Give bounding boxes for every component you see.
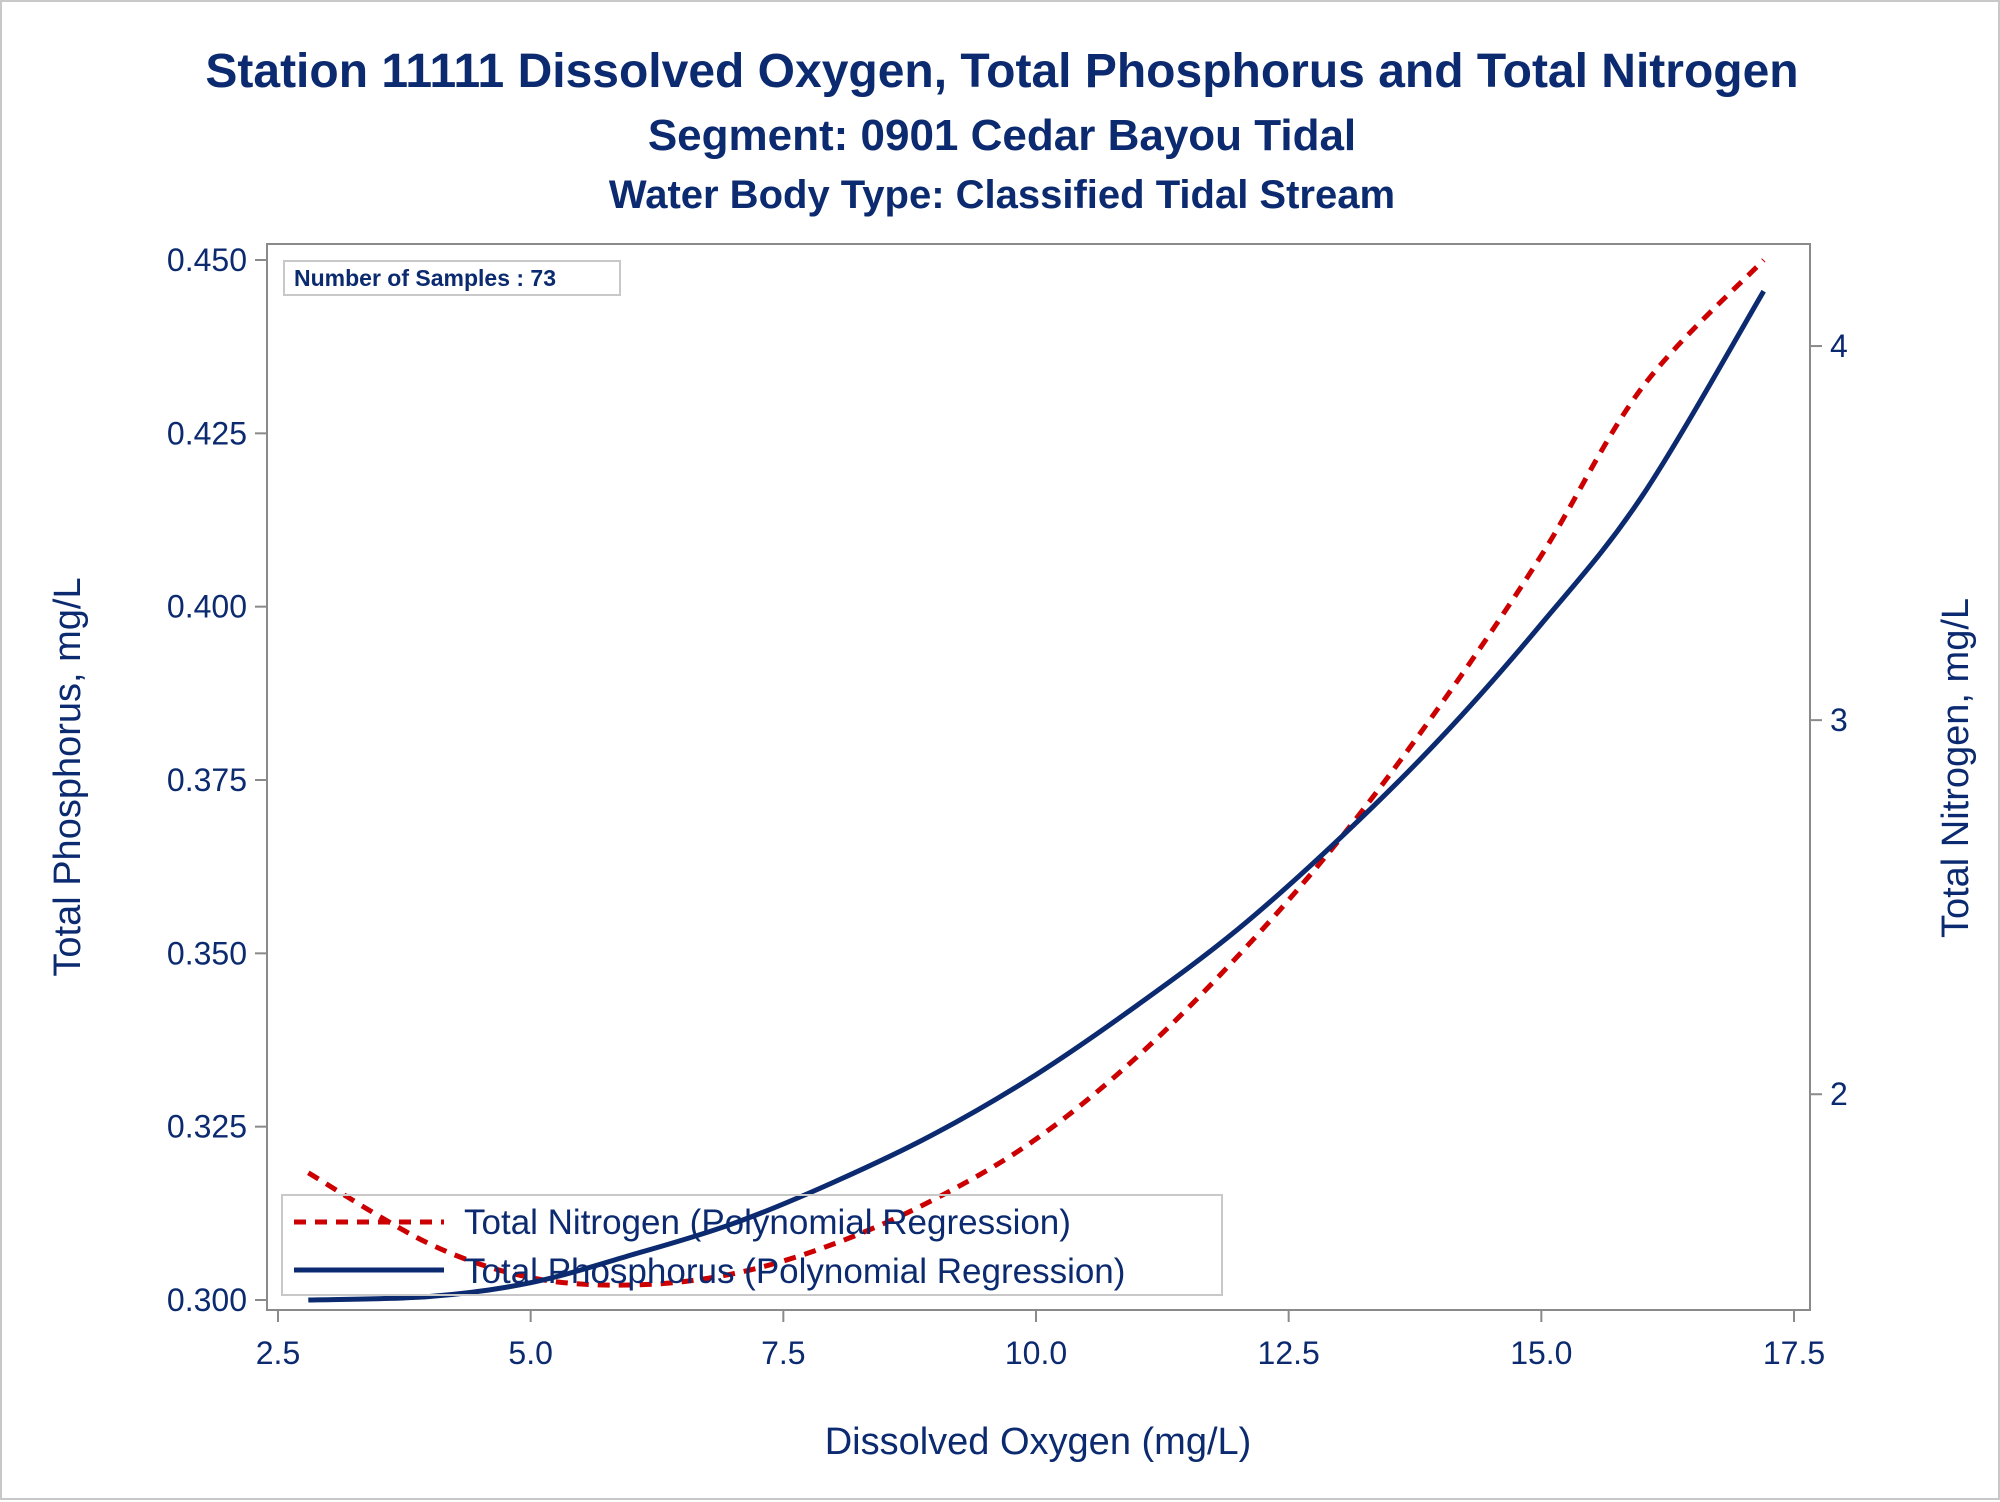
y-tick-label: 0.325 [167,1109,247,1145]
chart-subtitle-2: Water Body Type: Classified Tidal Stream [609,173,1395,217]
y2-tick-label: 4 [1830,328,1848,364]
x-tick-label: 5.0 [508,1335,552,1371]
x-tick-label: 2.5 [256,1335,300,1371]
legend-box [281,1194,1223,1296]
series-lines [307,258,1766,1303]
series-line-total-nitrogen [307,258,1766,1288]
y-tick-label: 0.400 [167,589,247,625]
x-tick-label: 10.0 [1005,1335,1067,1371]
chart-title: Station 11111 Dissolved Oxygen, Total Ph… [205,45,1798,98]
legend-label-total-nitrogen: Total Nitrogen (Polynomial Regression) [464,1203,1071,1242]
series-line-total-phosphorus [308,289,1766,1303]
plot-area [266,243,1811,1311]
x-tick-label: 15.0 [1510,1335,1572,1371]
y-tick-label: 0.425 [167,415,247,451]
y2-tick-label: 3 [1830,702,1848,738]
y-tick-label: 0.450 [167,242,247,278]
y-axis-ticks: 0.300 0.325 0.350 0.375 0.400 0.425 0.450 [167,242,267,1318]
x-axis-ticks: 2.5 5.0 7.5 10.0 12.5 15.0 17.5 [256,1310,1825,1371]
y2-tick-label: 2 [1830,1076,1848,1112]
y-tick-label: 0.300 [167,1282,247,1318]
y-axis-label: Total Phosphorus, mg/L [47,577,89,976]
sample-count-annotation: Number of Samples : 73 [294,265,556,291]
sample-count-box [283,260,621,296]
y-tick-label: 0.350 [167,935,247,971]
legend-label-total-phosphorus: Total Phosphorus (Polynomial Regression) [464,1252,1125,1291]
chart-subtitle: Segment: 0901 Cedar Bayou Tidal [648,111,1356,160]
y2-axis-ticks: 2 3 4 [1810,328,1848,1112]
x-tick-label: 7.5 [761,1335,805,1371]
x-axis-label: Dissolved Oxygen (mg/L) [825,1421,1252,1463]
x-tick-label: 17.5 [1763,1335,1825,1371]
x-tick-label: 12.5 [1258,1335,1320,1371]
y-tick-label: 0.375 [167,762,247,798]
y2-axis-label: Total Nitrogen, mg/L [1935,598,1977,938]
